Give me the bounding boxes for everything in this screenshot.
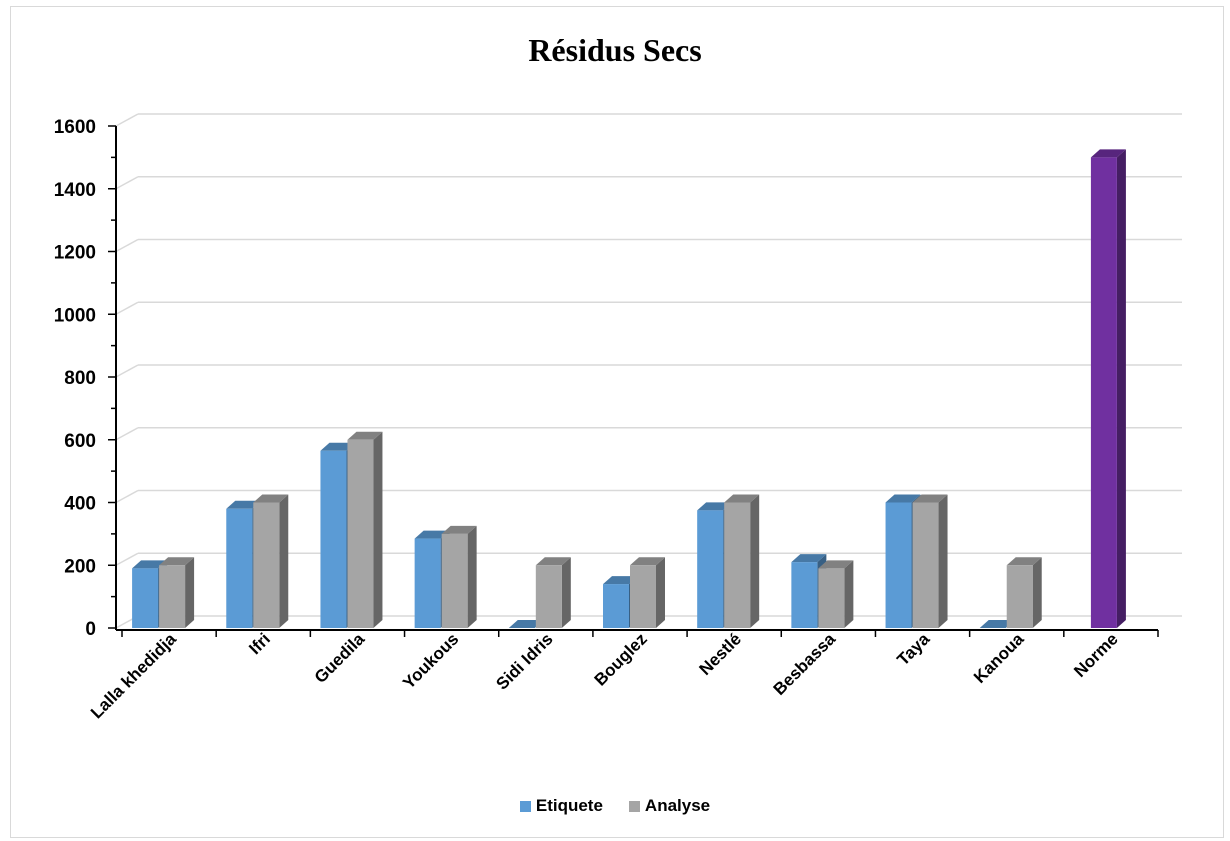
bar-etiquete	[508, 620, 544, 628]
bar-analyse	[347, 431, 383, 628]
gridline-side	[115, 176, 139, 190]
x-tick-label: Guedila	[311, 629, 369, 687]
gridline-side	[115, 427, 139, 441]
gridline-side	[115, 238, 139, 253]
x-tick-label: Norme	[1070, 629, 1122, 681]
bar-analyse	[630, 557, 665, 628]
y-tick-label: 1400	[54, 180, 96, 201]
gridline-side	[115, 489, 139, 504]
bar-analyse	[724, 494, 760, 628]
gridline-side	[115, 364, 139, 378]
bar-analyse	[535, 557, 571, 628]
bar-etiquete	[979, 620, 1015, 628]
y-axis: 0 200 400 600 800 1000 1200 1400 1600	[54, 117, 117, 640]
bar-analyse	[1006, 557, 1042, 628]
x-tick-label: Kanoua	[970, 629, 1028, 687]
chart-title: Résidus Secs	[528, 32, 702, 68]
y-tick-label: 1600	[54, 117, 96, 138]
chart-frame	[10, 6, 1224, 838]
x-tick-label: Sidi Idris	[492, 629, 556, 693]
legend-label-etiquete: Etiquete	[535, 796, 603, 815]
x-tick-label: Youkous	[399, 629, 462, 692]
bar-analyse	[159, 557, 195, 628]
gridline-side	[115, 301, 139, 315]
x-tick-label: Besbassa	[770, 629, 840, 699]
legend: Etiquete Analyse	[0, 796, 1230, 816]
bar-analyse	[253, 494, 289, 628]
bar-norme	[1090, 149, 1126, 628]
bars	[132, 149, 1126, 628]
x-tick-label: Ifri	[245, 629, 274, 658]
y-tick-label: 1200	[54, 243, 96, 264]
legend-label-analyse: Analyse	[644, 796, 711, 815]
grid-lines	[115, 113, 1182, 629]
gridline-side	[115, 113, 139, 127]
y-tick-label: 1000	[54, 305, 96, 326]
legend-swatch-analyse	[628, 800, 640, 812]
bar-analyse	[818, 560, 854, 628]
legend-item-analyse: Analyse	[628, 796, 711, 816]
x-axis: Lalla khedidja Ifri Guedila Youkous Sidi Idr…	[87, 629, 1159, 722]
y-tick-label: 0	[85, 619, 96, 640]
bar-analyse	[912, 494, 948, 628]
legend-swatch-etiquete	[519, 800, 531, 812]
x-tick-label: Lalla khedidja	[87, 629, 180, 722]
legend-item-etiquete: Etiquete	[519, 796, 603, 816]
y-tick-label: 600	[64, 431, 96, 452]
x-tick-label: Taya	[893, 629, 933, 669]
gridline-side	[115, 552, 139, 566]
y-tick-label: 800	[64, 368, 96, 389]
bar-analyse	[441, 525, 477, 628]
y-tick-label: 200	[64, 556, 96, 577]
x-tick-label: Nestlé	[695, 629, 745, 679]
x-tick-label: Bouglez	[591, 629, 651, 689]
y-tick-label: 400	[64, 494, 96, 515]
